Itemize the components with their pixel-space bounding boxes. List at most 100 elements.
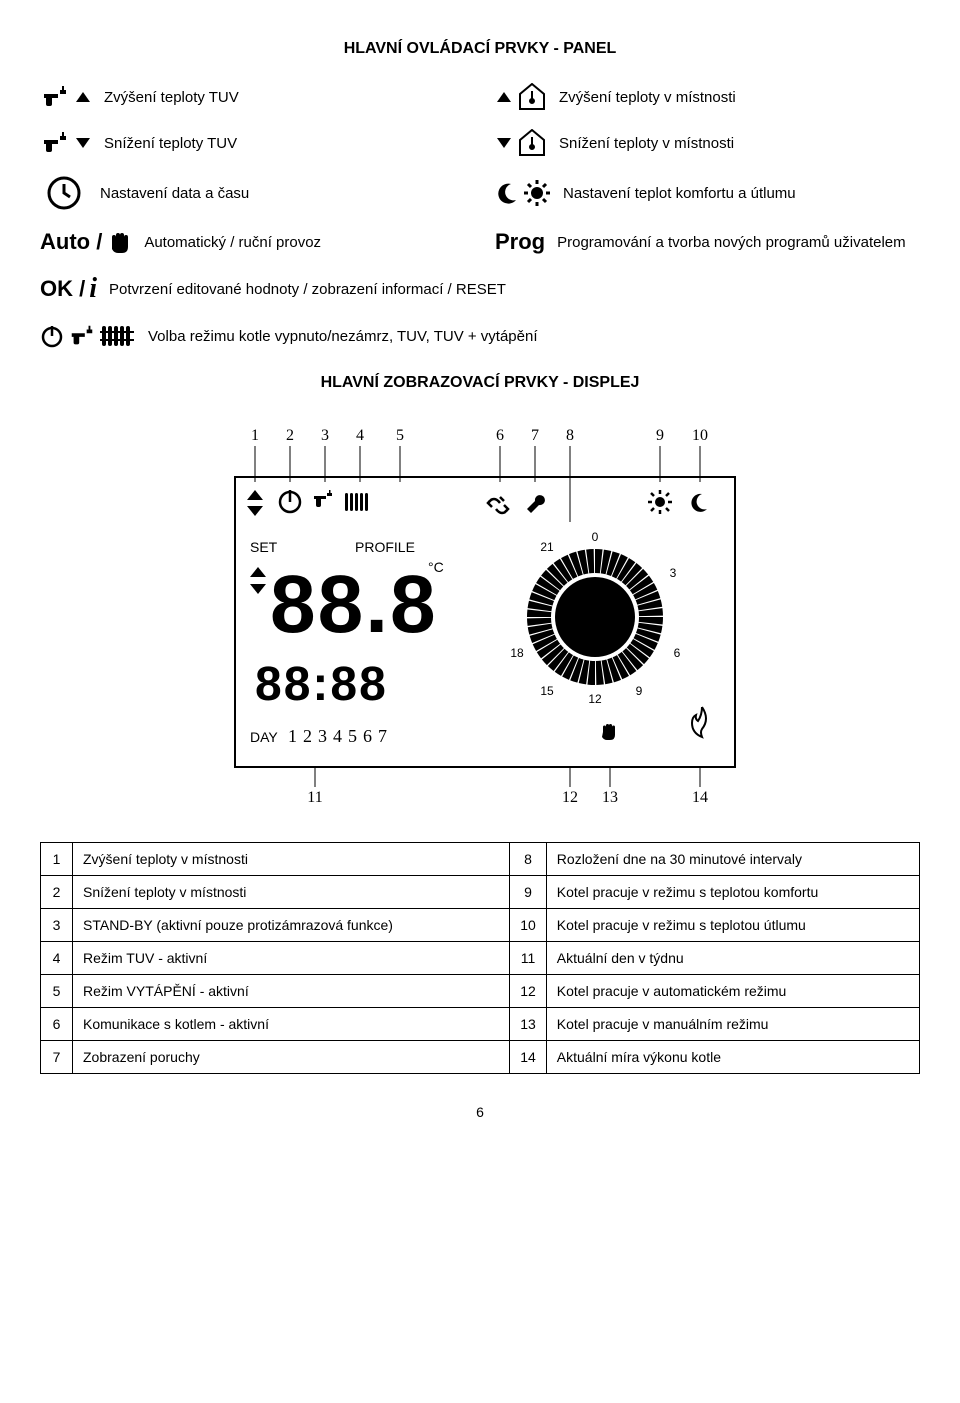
row-temp-down: Snížení teploty v místnosti: [495, 129, 920, 157]
lcd-degc: °C: [428, 559, 444, 575]
display-diagram: 1 2 3 4 5 6 7 8 9 10: [40, 422, 920, 822]
idx-8: 8: [566, 427, 574, 444]
lcd-moon-icon: [691, 494, 707, 512]
moon-icon: [495, 181, 519, 205]
panel-grid: Zvýšení teploty TUV Zvýšení teploty v mí…: [40, 83, 920, 349]
faucet-icon: [40, 132, 70, 154]
auto-label: Automatický / ruční provoz: [144, 234, 465, 251]
table-row: 2Snížení teploty v místnosti9Kotel pracu…: [41, 876, 920, 909]
faucet-icon: [68, 325, 96, 347]
legend-text: Kotel pracuje v manuálním režimu: [546, 1008, 919, 1041]
idx-3: 3: [321, 427, 329, 444]
legend-text: Režim VYTÁPĚNÍ - aktivní: [73, 975, 510, 1008]
triangle-up-icon: [74, 90, 92, 104]
lcd-radiator-icon: [345, 493, 368, 511]
svg-text:12: 12: [588, 692, 602, 706]
lcd-bottom-digits: 88:88: [255, 658, 388, 711]
lcd-main-digits: 88.8: [270, 559, 438, 650]
row-prog: Prog Programování a tvorba nových progra…: [495, 229, 920, 255]
auto-text: Auto /: [40, 229, 102, 255]
legend-num: 10: [510, 909, 547, 942]
sun-icon: [523, 179, 551, 207]
house-thermo-icon: [517, 83, 547, 111]
lcd-small-up-icon: [250, 567, 266, 577]
legend-num: 3: [41, 909, 73, 942]
prog-label: Programování a tvorba nových programů už…: [557, 234, 920, 251]
legend-num: 6: [41, 1008, 73, 1041]
legend-text: STAND-BY (aktivní pouze protizámrazová f…: [73, 909, 510, 942]
faucet-down-label: Snížení teploty TUV: [104, 135, 465, 152]
panel-title: HLAVNÍ OVLÁDACÍ PRVKY - PANEL: [40, 40, 920, 58]
lcd-day-label: DAY: [250, 729, 278, 745]
legend-num: 1: [41, 843, 73, 876]
svg-text:18: 18: [510, 646, 524, 660]
lcd-set-label: SET: [250, 539, 278, 555]
legend-text: Rozložení dne na 30 minutové intervaly: [546, 843, 919, 876]
table-row: 5Režim VYTÁPĚNÍ - aktivní12Kotel pracuje…: [41, 975, 920, 1008]
idx-7: 7: [531, 427, 539, 444]
temp-down-label: Snížení teploty v místnosti: [559, 135, 920, 152]
svg-text:9: 9: [636, 684, 643, 698]
legend-text: Zvýšení teploty v místnosti: [73, 843, 510, 876]
idx-4: 4: [356, 427, 364, 444]
house-thermo-icon: [517, 129, 547, 157]
lcd-hand-icon: [602, 724, 615, 740]
triangle-down-icon: [495, 136, 513, 150]
clock-label: Nastavení data a času: [100, 185, 465, 202]
table-row: 3STAND-BY (aktivní pouze protizámrazová …: [41, 909, 920, 942]
svg-text:6: 6: [674, 646, 681, 660]
triangle-down-icon: [74, 136, 92, 150]
idx-5: 5: [396, 427, 404, 444]
legend-table: 1Zvýšení teploty v místnosti8Rozložení d…: [40, 842, 920, 1074]
hand-icon: [106, 229, 132, 255]
legend-num: 11: [510, 942, 547, 975]
idx-2: 2: [286, 427, 294, 444]
row-faucet-up: Zvýšení teploty TUV: [40, 83, 465, 111]
legend-text: Aktuální den v týdnu: [546, 942, 919, 975]
lcd-power-icon: [280, 490, 300, 512]
lcd-days: 1234567: [288, 726, 393, 746]
legend-num: 14: [510, 1041, 547, 1074]
row-auto: Auto / Automatický / ruční provoz: [40, 229, 465, 255]
legend-text: Komunikace s kotlem - aktivní: [73, 1008, 510, 1041]
lcd-small-down-icon: [250, 584, 266, 594]
idx-10: 10: [692, 427, 708, 444]
lcd-flame-icon: [692, 707, 706, 737]
info-icon: i: [89, 273, 97, 305]
idx-1: 1: [251, 427, 259, 444]
idx-12: 12: [562, 789, 578, 806]
svg-text:15: 15: [540, 684, 554, 698]
idx-11: 11: [307, 789, 322, 806]
row-ok: OK / i Potvrzení editované hodnoty / zob…: [40, 273, 920, 305]
legend-text: Kotel pracuje v automatickém režimu: [546, 975, 919, 1008]
svg-text:0: 0: [592, 530, 599, 544]
svg-text:3: 3: [670, 566, 677, 580]
row-temp-up: Zvýšení teploty v místnosti: [495, 83, 920, 111]
legend-num: 12: [510, 975, 547, 1008]
legend-num: 8: [510, 843, 547, 876]
power-icon: [40, 324, 64, 348]
table-row: 4Režim TUV - aktivní11Aktuální den v týd…: [41, 942, 920, 975]
row-comfort: Nastavení teplot komfortu a útlumu: [495, 175, 920, 211]
legend-text: Kotel pracuje v režimu s teplotou útlumu: [546, 909, 919, 942]
lcd-faucet-icon: [314, 490, 332, 507]
ok-label: Potvrzení editované hodnoty / zobrazení …: [109, 281, 920, 298]
triangle-up-icon: [495, 90, 513, 104]
display-title: HLAVNÍ ZOBRAZOVACÍ PRVKY - DISPLEJ: [40, 374, 920, 392]
row-clock: Nastavení data a času: [40, 175, 465, 211]
idx-13: 13: [602, 789, 618, 806]
faucet-up-label: Zvýšení teploty TUV: [104, 89, 465, 106]
legend-num: 2: [41, 876, 73, 909]
idx-14: 14: [692, 789, 708, 806]
legend-text: Režim TUV - aktivní: [73, 942, 510, 975]
legend-text: Snížení teploty v místnosti: [73, 876, 510, 909]
legend-num: 13: [510, 1008, 547, 1041]
row-faucet-down: Snížení teploty TUV: [40, 129, 465, 157]
table-row: 1Zvýšení teploty v místnosti8Rozložení d…: [41, 843, 920, 876]
ok-text: OK /: [40, 276, 85, 302]
lcd-sun-icon: [648, 490, 672, 514]
legend-num: 5: [41, 975, 73, 1008]
legend-num: 7: [41, 1041, 73, 1074]
row-mode: Volba režimu kotle vypnuto/nezámrz, TUV,…: [40, 323, 920, 349]
legend-num: 4: [41, 942, 73, 975]
